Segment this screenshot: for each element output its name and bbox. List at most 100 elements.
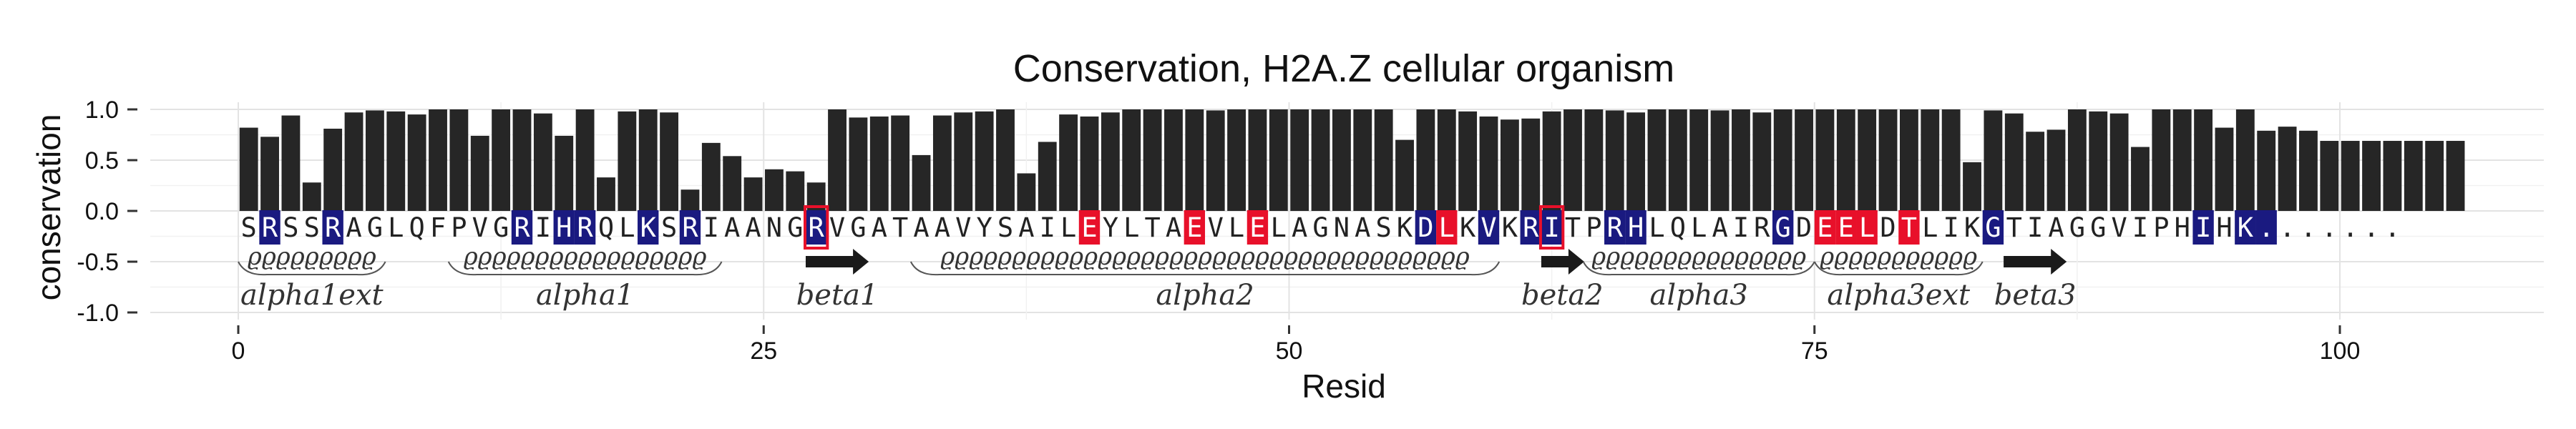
residue-letter: D <box>1796 212 1812 243</box>
residue-letter: V <box>1480 212 1496 243</box>
residue-letter: G <box>787 212 803 243</box>
residue-letter: S <box>241 212 257 243</box>
residue-highlight <box>679 210 701 245</box>
x-tick-label: 0 <box>232 337 245 365</box>
conservation-bar <box>1269 109 1288 211</box>
conservation-bar <box>1164 109 1183 211</box>
residue-letter: P <box>451 212 467 243</box>
residue-letter: N <box>766 212 782 243</box>
conservation-bar <box>1626 112 1646 211</box>
conservation-bar <box>1227 109 1246 211</box>
x-tick-label: 75 <box>1801 337 1828 365</box>
residue-letter: Y <box>976 212 992 243</box>
conservation-bar <box>618 111 637 211</box>
conservation-bar <box>2446 141 2465 211</box>
x-axis-label: Resid <box>1302 368 1386 405</box>
residue-letter: G <box>1985 212 2001 243</box>
residue-highlight <box>1246 210 1269 245</box>
helix-bracket <box>909 261 1501 276</box>
residue-letter: G <box>2069 212 2085 243</box>
conservation-bar <box>1416 109 1435 211</box>
conservation-bar <box>2172 109 2192 211</box>
residue-letter: Q <box>409 212 425 243</box>
residue-letter: L <box>1439 212 1455 243</box>
conservation-bar <box>2299 130 2318 211</box>
conservation-bar <box>1332 109 1351 211</box>
residue-letter: I <box>2132 212 2148 243</box>
residue-letter: I <box>2027 212 2043 243</box>
residue-letter: N <box>1334 212 1350 243</box>
conservation-bar <box>2152 109 2171 211</box>
conservation-bar <box>512 109 532 211</box>
conservation-bar <box>638 109 658 211</box>
residue-letter: I <box>1543 212 1559 243</box>
residue-letter: V <box>1208 212 1224 243</box>
secondary-structure-layer: ϱϱϱϱϱϱϱϱϱ alpha1ext ϱϱϱϱϱϱϱϱϱϱϱϱϱϱϱϱϱ alpha… <box>238 242 2076 312</box>
residue-letter: G <box>493 212 509 243</box>
conservation-bar <box>2320 141 2339 211</box>
residue-highlight <box>1078 210 1101 245</box>
residue-letter: L <box>1691 212 1707 243</box>
residue-letter: K <box>1502 212 1518 243</box>
conservation-bar <box>1752 112 1772 211</box>
residue-letter: E <box>1081 212 1097 243</box>
conservation-bar <box>1605 110 1624 211</box>
residue-letter: T <box>2006 212 2022 243</box>
residue-letter: I <box>535 212 551 243</box>
residue-letter: V <box>829 212 845 243</box>
conservation-bar <box>1710 110 1729 211</box>
strand-arrow <box>2004 249 2067 275</box>
conservation-bar <box>996 109 1015 211</box>
conservation-bar <box>1732 109 1750 211</box>
conservation-bar <box>912 154 931 211</box>
conservation-bar <box>2404 141 2423 211</box>
conservation-bar <box>1836 109 1855 211</box>
residue-letter: L <box>1123 212 1139 243</box>
conservation-bar <box>660 112 679 211</box>
residue-letter: E <box>1186 212 1202 243</box>
conservation-bar <box>281 115 301 211</box>
residue-box <box>1538 205 1565 250</box>
conservation-bar <box>2362 141 2381 211</box>
conservation-bar <box>1080 116 1099 211</box>
conservation-bar <box>2109 113 2129 211</box>
conservation-bar <box>1815 109 1835 211</box>
residue-highlight <box>1541 210 1563 245</box>
conservation-bar <box>1479 116 1498 211</box>
residue-highlight <box>1604 210 1626 245</box>
conservation-bar <box>1248 109 1267 211</box>
conservation-bar <box>2004 113 2024 211</box>
residue-letter: A <box>1355 212 1370 243</box>
residue-letter: A <box>913 212 929 243</box>
residue-letter: R <box>577 212 593 243</box>
conservation-bar <box>1542 111 1561 211</box>
conservation-bar <box>765 169 784 211</box>
conservation-bar <box>891 115 910 211</box>
conservation-bar <box>932 115 952 211</box>
residue-highlight <box>1520 210 1541 245</box>
residue-letter: L <box>1229 212 1244 243</box>
residue-letter: F <box>430 212 446 243</box>
conservation-bar <box>828 109 847 211</box>
conservation-bar <box>597 177 615 211</box>
residue-letter: I <box>1943 212 1959 243</box>
residue-highlight <box>1478 210 1500 245</box>
residue-letter: H <box>556 212 572 243</box>
residue-letter: H <box>2216 212 2232 243</box>
residue-letter: H <box>2175 212 2190 243</box>
helix-glyphs: ϱϱϱϱϱϱϱϱϱ <box>248 242 376 271</box>
helix-bracket <box>238 261 386 276</box>
conservation-bar <box>869 116 889 211</box>
structure-label: beta1 <box>796 279 879 312</box>
residue-letter: . <box>2363 212 2379 243</box>
residue-highlight <box>1184 210 1206 245</box>
residue-letter: L <box>619 212 635 243</box>
conservation-bar <box>323 128 343 211</box>
residue-letter: I <box>1040 212 1055 243</box>
residue-highlight <box>805 210 827 245</box>
helix-bracket <box>447 261 723 276</box>
residue-highlight <box>1898 210 1920 245</box>
conservation-bar <box>975 111 994 211</box>
